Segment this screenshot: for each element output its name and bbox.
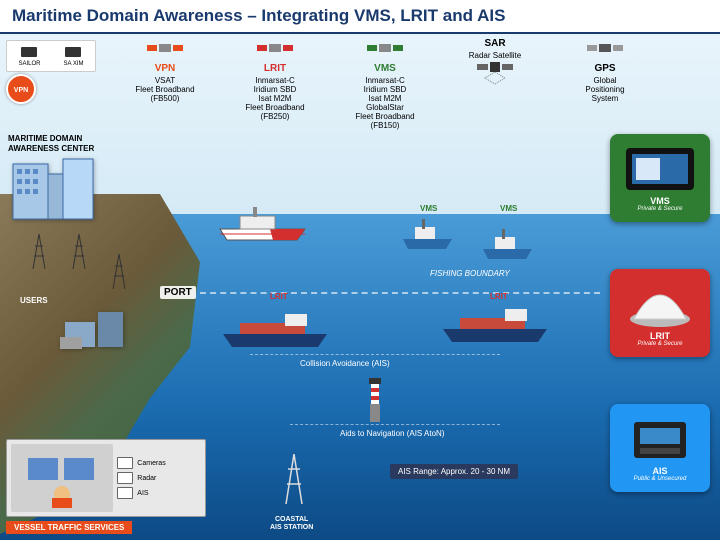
ais-tower-icon: [283, 454, 305, 504]
cargo-ship-icon: [220, 309, 330, 349]
satellite-icon: [587, 38, 623, 60]
coast-guard-ship-icon: [215, 204, 310, 242]
diagram-scene: SAILOR SA XIM VPN VPN VSAT Fleet Broadba…: [0, 34, 720, 540]
cargo-ship-icon: [440, 304, 550, 344]
lrit-label: LRIT: [490, 292, 508, 301]
lrit-device-badge: LRIT Private & Secure: [610, 269, 710, 357]
vms-terminal-icon: [622, 144, 698, 194]
col-vpn: VPN VSAT Fleet Broadband (FB500): [120, 38, 210, 103]
ais-range-badge: AIS Range: Approx. 20 - 30 NM: [390, 464, 518, 479]
antenna-icon: [19, 45, 39, 59]
page-title: Maritime Domain Awareness – Integrating …: [12, 6, 505, 26]
title-bar: Maritime Domain Awareness – Integrating …: [0, 0, 720, 34]
vts-title: VESSEL TRAFFIC SERVICES: [6, 521, 132, 534]
vms-label: VMS: [500, 204, 517, 213]
aton-label: Aids to Navigation (AIS AtoN): [340, 429, 445, 438]
collision-line: [250, 354, 500, 355]
camera-icon: [117, 457, 133, 469]
col-lrit: LRIT Inmarsat-C Iridium SBD Isat M2M Fle…: [230, 38, 320, 121]
collision-label: Collision Avoidance (AIS): [300, 359, 390, 368]
port-label: PORT: [160, 286, 196, 299]
users-label: USERS: [20, 296, 48, 305]
mda-building-icon: [8, 154, 98, 224]
sailor-item: SA XIM: [63, 45, 83, 67]
aton-line: [290, 424, 500, 425]
vts-item: AIS: [117, 487, 201, 499]
fishing-boat-icon: [480, 229, 535, 261]
fishing-boundary-line: [200, 264, 600, 294]
lrit-label: LRIT: [270, 292, 288, 301]
radio-tower-icon: [30, 234, 48, 269]
vts-operator-icon: [11, 444, 113, 512]
fishing-boat-icon: [400, 219, 455, 251]
ais-transponder-icon: [622, 414, 698, 464]
radio-tower-icon: [110, 254, 128, 289]
col-vms: VMS Inmarsat-C Iridium SBD Isat M2M Glob…: [340, 38, 430, 130]
antenna-icon: [63, 45, 83, 59]
vpn-circle-badge: VPN: [6, 74, 36, 104]
col-sar: SAR Radar Satellite: [450, 38, 540, 89]
sailor-box: SAILOR SA XIM: [6, 40, 96, 72]
vts-panel: Cameras Radar AIS VESSEL TRAFFIC SERVICE…: [6, 439, 206, 534]
vts-body: Cameras Radar AIS: [6, 439, 206, 517]
fishing-boundary-label: FISHING BOUNDARY: [430, 269, 510, 278]
radar-icon: [117, 472, 133, 484]
radio-tower-icon: [70, 234, 88, 269]
satellite-icon: [147, 38, 183, 60]
sailor-item: SAILOR: [18, 45, 40, 67]
vms-device-badge: VMS Private & Secure: [610, 134, 710, 222]
coastal-ais-label: COASTALAIS STATION: [270, 516, 313, 532]
col-gps: GPS Global Positioning System: [560, 38, 650, 103]
vts-item: Cameras: [117, 457, 201, 469]
sar-satellite-icon: [477, 60, 513, 86]
satellite-icon: [367, 38, 403, 60]
port-buildings-icon: [60, 302, 130, 352]
ais-icon: [117, 487, 133, 499]
mda-center-label: MARITIME DOMAINAWARENESS CENTER: [8, 134, 94, 154]
vts-item: Radar: [117, 472, 201, 484]
satellite-icon: [257, 38, 293, 60]
lighthouse-icon: [360, 374, 390, 424]
lrit-dome-icon: [622, 279, 698, 329]
vms-label: VMS: [420, 204, 437, 213]
ais-device-badge: AIS Public & Unsecured: [610, 404, 710, 492]
